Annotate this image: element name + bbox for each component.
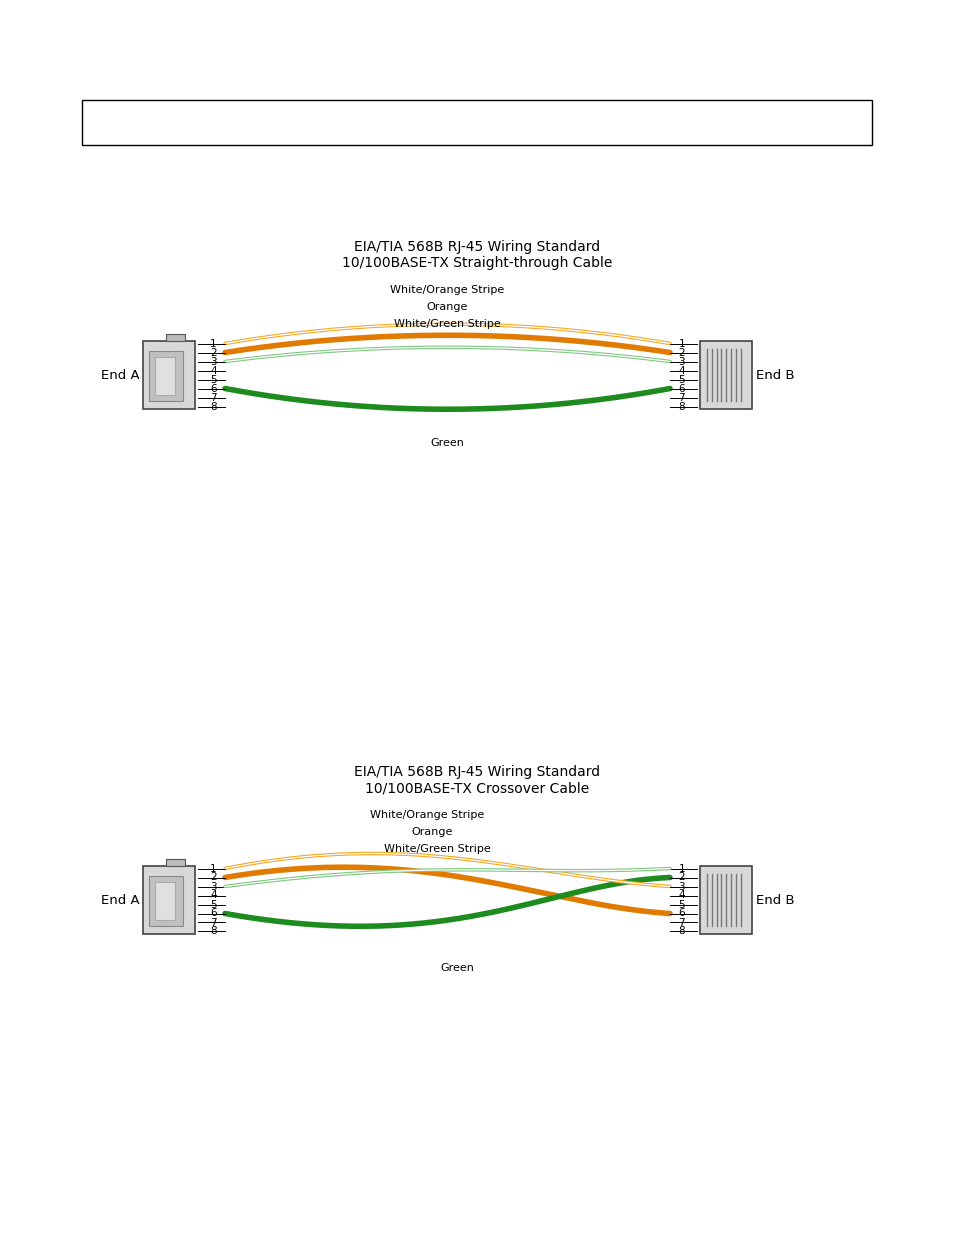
Text: 4: 4 [210,366,216,375]
Text: White/Orange Stripe: White/Orange Stripe [390,285,504,295]
Text: White/Green Stripe: White/Green Stripe [384,844,491,853]
Text: Green: Green [440,963,474,973]
Text: White/Green Stripe: White/Green Stripe [394,319,500,329]
Text: 3: 3 [210,882,216,892]
Bar [82,100,871,144]
Text: White/Orange Stripe: White/Orange Stripe [370,810,484,820]
Text: End A: End A [101,368,139,382]
Text: Orange: Orange [426,303,468,312]
Text: 4: 4 [210,890,216,900]
Bar [149,351,183,401]
Text: 3: 3 [678,882,684,892]
Text: End B: End B [755,893,794,906]
Text: 8: 8 [210,401,216,411]
Text: 3: 3 [678,357,684,367]
Text: 1: 1 [210,338,216,348]
Text: 7: 7 [210,918,216,927]
Text: 4: 4 [678,890,684,900]
Text: 2: 2 [678,347,684,357]
Bar [154,357,174,395]
Text: Green: Green [430,438,464,448]
Bar [154,882,174,920]
Text: 5: 5 [210,899,216,909]
Text: 8: 8 [210,926,216,936]
Bar [143,341,194,409]
Text: 2: 2 [210,347,216,357]
Text: 1: 1 [678,338,684,348]
Text: 5: 5 [678,899,684,909]
Bar [143,866,194,934]
Bar [149,876,183,926]
Text: 6: 6 [210,909,216,919]
Text: 6: 6 [678,384,684,394]
Bar [166,333,185,341]
Text: EIA/TIA 568B RJ-45 Wiring Standard
10/100BASE-TX Straight-through Cable: EIA/TIA 568B RJ-45 Wiring Standard 10/10… [341,240,612,270]
Text: 7: 7 [678,918,684,927]
Text: 5: 5 [210,374,216,384]
Bar [700,866,751,934]
Text: 6: 6 [678,909,684,919]
Text: 1: 1 [678,863,684,873]
Bar [166,860,185,866]
Text: 2: 2 [210,872,216,883]
Text: Orange: Orange [412,827,453,837]
Text: 8: 8 [678,926,684,936]
Text: 2: 2 [678,872,684,883]
Text: 5: 5 [678,374,684,384]
Text: 1: 1 [210,863,216,873]
Text: 7: 7 [678,393,684,403]
Text: 8: 8 [678,401,684,411]
Text: End A: End A [101,893,139,906]
Text: 7: 7 [210,393,216,403]
Text: EIA/TIA 568B RJ-45 Wiring Standard
10/100BASE-TX Crossover Cable: EIA/TIA 568B RJ-45 Wiring Standard 10/10… [354,764,599,795]
Text: 4: 4 [678,366,684,375]
Bar [700,341,751,409]
Text: 6: 6 [210,384,216,394]
Text: End B: End B [755,368,794,382]
Text: 3: 3 [210,357,216,367]
